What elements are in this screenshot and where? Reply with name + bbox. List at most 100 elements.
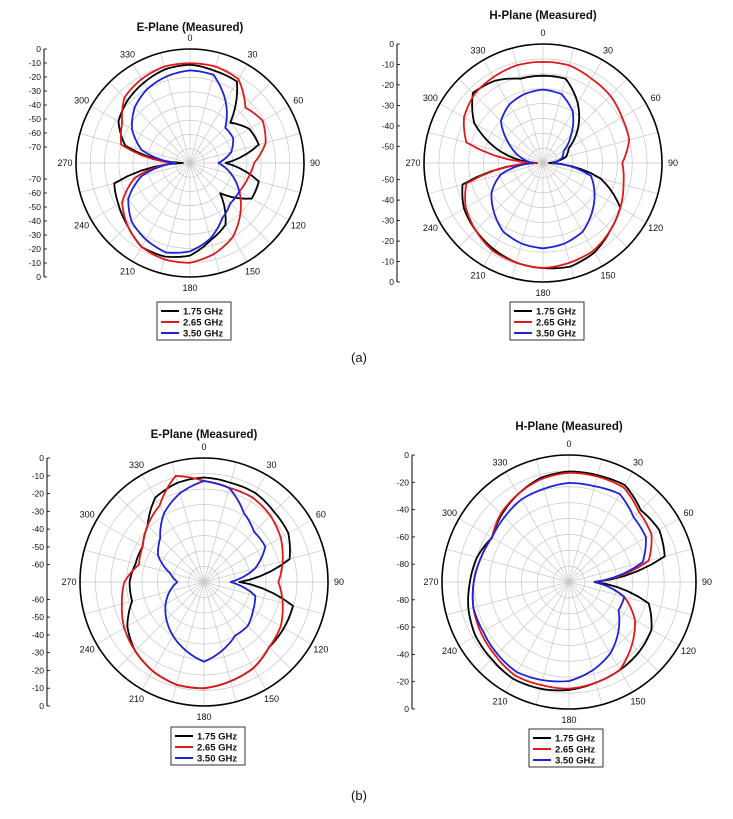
legend-label: 2.65 GHz xyxy=(555,745,595,756)
grid-spoke xyxy=(568,581,680,646)
angle-label: 90 xyxy=(334,577,344,587)
grid-spoke xyxy=(446,581,570,616)
radial-tick-label: -30 xyxy=(382,216,395,226)
angle-label: 150 xyxy=(245,266,260,276)
grid-spoke xyxy=(568,581,692,616)
angle-label: 300 xyxy=(80,510,95,520)
grid-spoke xyxy=(427,162,544,195)
chart-title: E-Plane (Measured) xyxy=(151,429,258,441)
legend-label: 3.50 GHz xyxy=(183,329,223,340)
radial-tick-label: -20 xyxy=(382,236,395,246)
angle-label: 240 xyxy=(74,221,89,231)
chart-title: E-Plane (Measured) xyxy=(137,22,244,34)
chart-title: H-Plane (Measured) xyxy=(489,10,597,22)
radial-tick-label: -10 xyxy=(382,257,395,267)
grid-spoke xyxy=(132,162,191,262)
grid-spoke xyxy=(189,64,248,164)
radial-tick-label: -60 xyxy=(29,128,42,138)
grid-spoke xyxy=(478,491,570,583)
radial-tick-label: -40 xyxy=(32,524,45,534)
grid-spoke xyxy=(203,581,324,615)
radial-tick-label: 0 xyxy=(389,39,394,49)
polar-frame xyxy=(75,48,305,278)
angle-label: 180 xyxy=(535,288,550,298)
series-line-350GHz xyxy=(471,481,647,683)
radial-tick-label: -50 xyxy=(32,542,45,552)
radial-tick-label: -50 xyxy=(29,114,42,124)
radial-tick-label: -50 xyxy=(29,202,42,212)
grid-spoke xyxy=(568,491,660,583)
radial-tick-label: -20 xyxy=(29,244,42,254)
grid-spoke xyxy=(568,459,603,583)
series-line-265GHz xyxy=(462,61,631,270)
angle-label: 60 xyxy=(293,96,303,106)
grid-spoke xyxy=(458,162,544,248)
radial-tick-label: 0 xyxy=(404,704,409,714)
angle-label: 180 xyxy=(561,715,576,725)
radial-tick-label: -20 xyxy=(32,666,45,676)
grid-spoke xyxy=(568,548,692,583)
radial-tick-label: 0 xyxy=(39,701,44,711)
grid-spoke xyxy=(542,103,647,164)
radial-tick-label: -50 xyxy=(32,612,45,622)
angle-label: 60 xyxy=(651,93,661,103)
polar-frame xyxy=(79,457,329,707)
grid-spoke xyxy=(91,105,191,164)
legend-label: 2.65 GHz xyxy=(536,318,576,329)
grid-spoke xyxy=(505,471,570,583)
radial-tick-label: -30 xyxy=(29,86,42,96)
radial-tick-label: 0 xyxy=(36,44,41,54)
grid-spoke xyxy=(132,64,191,164)
grid-spoke xyxy=(84,549,205,583)
grid-spoke xyxy=(542,47,575,164)
angle-label: 60 xyxy=(316,510,326,520)
chart-title: H-Plane (Measured) xyxy=(515,421,623,433)
angle-label: 0 xyxy=(566,439,571,449)
angle-label: 30 xyxy=(633,458,643,468)
legend-label: 2.65 GHz xyxy=(183,318,223,329)
grid-spoke xyxy=(542,78,628,164)
angle-label: 210 xyxy=(120,266,135,276)
grid-spoke xyxy=(505,581,570,693)
grid-spoke xyxy=(439,103,544,164)
series-line-265GHz xyxy=(120,474,284,690)
caption-b: (b) xyxy=(351,788,367,803)
grid-spoke xyxy=(203,549,324,583)
angle-label: 240 xyxy=(80,645,95,655)
grid-spoke xyxy=(91,162,191,221)
angle-label: 150 xyxy=(600,271,615,281)
series-line-350GHz xyxy=(156,480,267,663)
legend-label: 3.50 GHz xyxy=(536,329,576,340)
angle-label: 120 xyxy=(648,223,663,233)
series-line-265GHz xyxy=(119,62,267,264)
grid-spoke xyxy=(171,581,205,702)
radial-tick-label: -10 xyxy=(29,258,42,268)
radial-tick-label: -80 xyxy=(397,559,410,569)
radial-tick-label: -30 xyxy=(382,100,395,110)
grid-spoke xyxy=(109,82,191,164)
radial-tick-label: 0 xyxy=(39,453,44,463)
grid-spoke xyxy=(160,52,191,164)
radial-tick-label: -60 xyxy=(397,622,410,632)
radial-tick-label: -20 xyxy=(382,80,395,90)
grid-spoke xyxy=(458,581,570,646)
angle-label: 150 xyxy=(630,697,645,707)
grid-spoke xyxy=(568,518,680,583)
legend-label: 3.50 GHz xyxy=(555,756,595,767)
radial-tick-label: -20 xyxy=(397,677,410,687)
angle-label: 270 xyxy=(405,158,420,168)
radial-tick-label: -40 xyxy=(397,505,410,515)
radial-tick-label: -40 xyxy=(32,630,45,640)
radial-tick-label: -30 xyxy=(29,230,42,240)
grid-spoke xyxy=(141,474,205,583)
angle-label: 330 xyxy=(492,458,507,468)
series-line-350GHz xyxy=(127,69,241,254)
radial-tick-label: -60 xyxy=(32,594,45,604)
radial-tick-label: -10 xyxy=(32,471,45,481)
angle-label: 180 xyxy=(182,283,197,293)
radial-tick-label: 0 xyxy=(404,450,409,460)
